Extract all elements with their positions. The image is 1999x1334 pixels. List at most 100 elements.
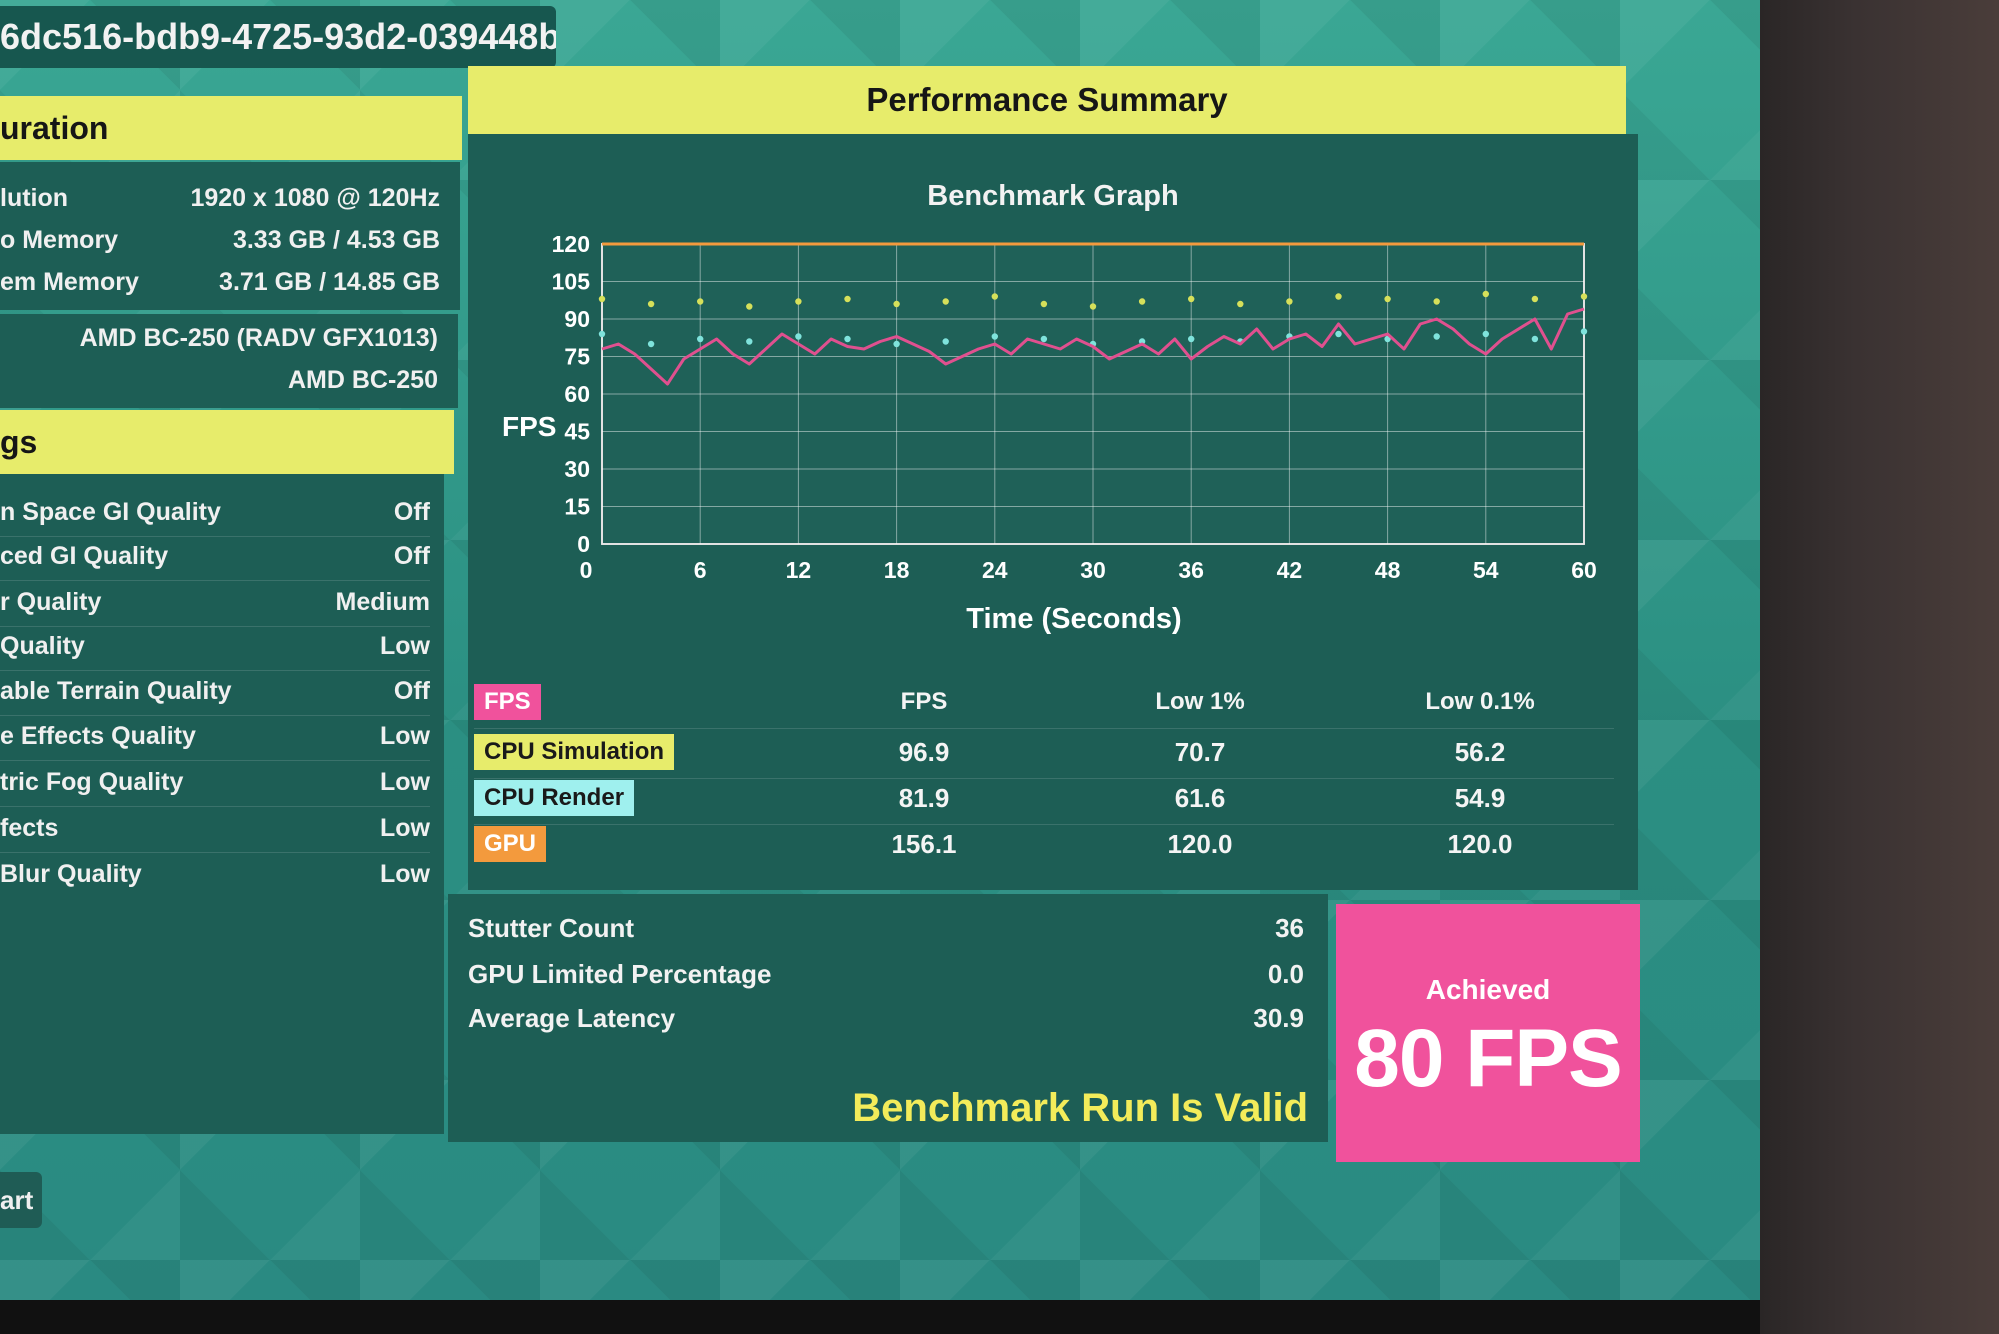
divider bbox=[474, 824, 1614, 825]
x-tick-label: 24 bbox=[982, 557, 1008, 583]
performance-panel: Benchmark Graph 0 15 30 45 60 75 90 105 120 0 6 12 1… bbox=[468, 134, 1638, 890]
setting-value: Low bbox=[380, 632, 430, 660]
scatter-point bbox=[942, 338, 949, 345]
stat-row: Average Latency 30.9 bbox=[468, 998, 1304, 1038]
cpu-render-low1: 61.6 bbox=[1174, 783, 1226, 813]
scatter-point bbox=[1237, 300, 1244, 308]
config-row: em Memory 3.71 GB / 14.85 GB bbox=[0, 262, 440, 302]
setting-label: tric Fog Quality bbox=[0, 768, 184, 796]
y-tick-label: 45 bbox=[564, 419, 590, 445]
divider bbox=[0, 580, 430, 581]
divider bbox=[474, 728, 1614, 729]
x-tick-label: 6 bbox=[694, 557, 707, 583]
stat-value: 0.0 bbox=[1267, 959, 1304, 989]
scatter-point bbox=[844, 295, 851, 303]
setting-label: e Effects Quality bbox=[0, 722, 196, 750]
configuration-title: uration bbox=[0, 110, 109, 146]
config-value: 3.33 GB / 4.53 GB bbox=[232, 226, 440, 254]
column-header-low01: Low 0.1% bbox=[1425, 688, 1535, 715]
legend-row-fps: FPS FPS Low 1% Low 0.1% bbox=[474, 684, 1614, 724]
scatter-point bbox=[746, 303, 753, 310]
divider bbox=[0, 626, 430, 627]
settings-panel: n Space GI Quality Off ced GI Quality Off … bbox=[0, 474, 444, 1134]
configuration-panel: lution 1920 x 1080 @ 120Hz o Memory 3.33… bbox=[0, 162, 460, 310]
stat-label: Average Latency bbox=[468, 1003, 676, 1033]
setting-label: Quality bbox=[0, 632, 85, 660]
x-tick-label: 60 bbox=[1571, 557, 1597, 583]
scatter-point bbox=[1138, 298, 1146, 305]
gpu-value: AMD BC-250 bbox=[287, 366, 438, 394]
x-tick-label: 18 bbox=[884, 557, 910, 583]
y-tick-label: 105 bbox=[552, 269, 591, 295]
setting-value: Low bbox=[380, 722, 430, 750]
scatter-point bbox=[1384, 295, 1391, 303]
setting-value: Off bbox=[393, 498, 430, 526]
divider bbox=[0, 806, 430, 807]
performance-title: Performance Summary bbox=[866, 81, 1228, 118]
scatter-point bbox=[697, 298, 704, 305]
divider bbox=[0, 760, 430, 761]
setting-label: Blur Quality bbox=[0, 860, 142, 888]
x-axis-label: Time (Seconds) bbox=[966, 603, 1181, 635]
scatter-point bbox=[1580, 293, 1588, 300]
divider bbox=[0, 670, 430, 671]
x-tick-label: 42 bbox=[1277, 557, 1303, 583]
benchmark-valid-text: Benchmark Run Is Valid bbox=[852, 1086, 1308, 1130]
setting-row: e Effects Quality Low bbox=[0, 716, 430, 756]
configuration-header: uration bbox=[0, 96, 462, 160]
stat-row: Stutter Count 36 bbox=[468, 908, 1304, 948]
divider bbox=[0, 715, 430, 716]
stat-label: GPU Limited Percentage bbox=[468, 959, 772, 989]
settings-header: gs bbox=[0, 410, 454, 474]
config-value: 3.71 GB / 14.85 GB bbox=[219, 268, 440, 296]
cpu-sim-fps: 96.9 bbox=[898, 737, 950, 767]
legend-cpu-simulation: CPU Simulation bbox=[474, 734, 675, 770]
scatter-point bbox=[795, 298, 802, 305]
scatter-point bbox=[1040, 300, 1048, 308]
y-tick-label: 15 bbox=[564, 494, 590, 520]
setting-row: Quality Low bbox=[0, 626, 430, 666]
y-tick-label: 0 bbox=[577, 531, 590, 557]
achieved-label: Achieved bbox=[1425, 974, 1551, 1005]
gpu-row: AMD BC-250 bbox=[0, 360, 438, 400]
scatter-point bbox=[893, 300, 900, 308]
x-tick-label: 0 bbox=[580, 557, 593, 583]
x-tick-label: 48 bbox=[1375, 557, 1401, 583]
scatter-point bbox=[844, 335, 851, 343]
scatter-point bbox=[1433, 298, 1440, 305]
config-row: o Memory 3.33 GB / 4.53 GB bbox=[0, 220, 440, 260]
scatter-point bbox=[1188, 295, 1195, 303]
legend-row-cpu-render: CPU Render 81.9 61.6 54.9 bbox=[474, 780, 1614, 820]
scatter-point bbox=[1531, 295, 1539, 303]
scatter-point bbox=[1580, 328, 1588, 335]
series-fps-line bbox=[601, 307, 1585, 386]
monitor-bezel bbox=[1760, 0, 1999, 1334]
y-tick-label: 75 bbox=[564, 344, 590, 370]
y-tick-label: 120 bbox=[552, 231, 590, 257]
scatter-point bbox=[1188, 335, 1195, 343]
chart-grid bbox=[601, 243, 1585, 545]
scatter-point bbox=[1089, 303, 1097, 310]
scatter-point bbox=[746, 338, 753, 345]
y-tick-label: 30 bbox=[564, 456, 590, 482]
restart-button[interactable]: art bbox=[0, 1172, 42, 1228]
setting-label: n Space GI Quality bbox=[0, 498, 221, 526]
x-tick-label: 36 bbox=[1178, 557, 1204, 583]
x-tick-label: 30 bbox=[1080, 557, 1106, 583]
y-tick-label: 90 bbox=[564, 306, 590, 332]
setting-value: Off bbox=[393, 542, 430, 570]
performance-header: Performance Summary bbox=[468, 66, 1626, 134]
config-row: lution 1920 x 1080 @ 120Hz bbox=[0, 178, 440, 218]
gpu-fps: 156.1 bbox=[891, 829, 957, 859]
x-tick-label: 54 bbox=[1473, 557, 1499, 583]
cpu-sim-low1: 70.7 bbox=[1174, 737, 1226, 767]
scatter-point bbox=[991, 333, 998, 340]
scatter-point bbox=[697, 335, 704, 343]
setting-value: Low bbox=[380, 860, 430, 888]
setting-row: Blur Quality Low bbox=[0, 854, 430, 894]
settings-title: gs bbox=[0, 424, 38, 460]
cpu-sim-low01: 56.2 bbox=[1454, 737, 1506, 767]
scatter-point bbox=[647, 300, 655, 308]
setting-label: able Terrain Quality bbox=[0, 677, 232, 705]
scatter-point bbox=[991, 293, 998, 300]
